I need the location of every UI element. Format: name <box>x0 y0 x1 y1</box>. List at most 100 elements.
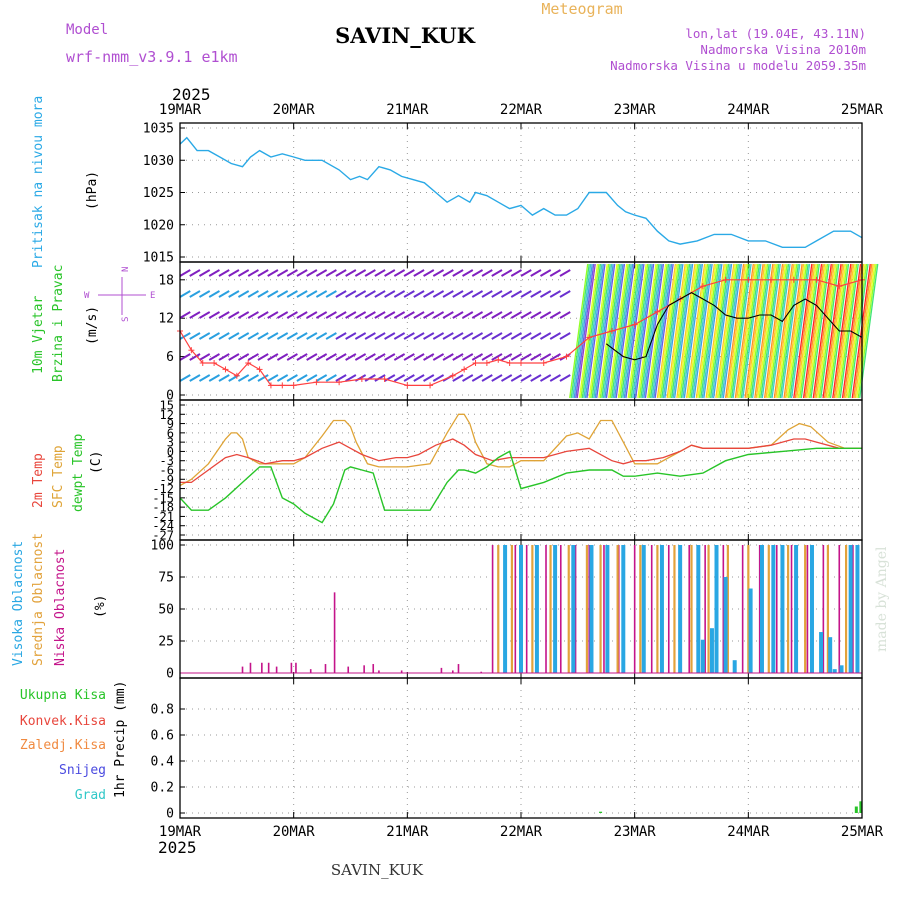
wind-barb <box>598 263 618 399</box>
wind-barb <box>276 311 289 319</box>
y-tick-label: 0.4 <box>151 755 175 770</box>
wind-barb <box>189 269 201 277</box>
y-tick-label: 50 <box>158 603 174 618</box>
low-cloud-bar <box>704 545 706 673</box>
wind-barb <box>679 263 699 399</box>
wind-barb <box>413 332 425 340</box>
wind-barb <box>403 374 415 382</box>
compass-s: S <box>121 317 131 322</box>
mid-cloud-bar <box>787 545 790 673</box>
wind-barb <box>709 263 730 399</box>
wind-barb <box>374 311 386 319</box>
wind-barb <box>481 332 493 340</box>
top-date-label: 25MAR <box>841 102 884 118</box>
product-title: Meteogram <box>541 0 622 18</box>
wind-barb <box>676 263 696 399</box>
wind-barb <box>576 263 596 399</box>
y-tick-label: 1020 <box>143 218 174 233</box>
wind-barb <box>814 263 834 399</box>
wind-barb <box>808 263 829 399</box>
y-tick-label: 12 <box>158 312 174 327</box>
wind-barb <box>609 263 629 399</box>
wind-barb <box>315 374 328 382</box>
high-cloud-bar <box>723 577 728 673</box>
wind-barb <box>724 263 745 399</box>
low-cloud-bar <box>588 545 590 673</box>
low-cloud-bar <box>667 545 670 673</box>
precip-unit: 1hr Precip (mm) <box>113 681 128 798</box>
wind-barb <box>296 353 308 361</box>
wind-barb <box>413 290 425 298</box>
wind-barb <box>218 374 230 382</box>
wind-barb <box>705 263 725 399</box>
low-cloud-bar <box>378 670 380 673</box>
top-date-label: 23MAR <box>614 102 657 118</box>
precip-legend-hail: Grad <box>75 788 106 803</box>
wind-barb <box>750 263 770 399</box>
wind-barb <box>640 263 660 399</box>
wind-barb <box>591 263 611 399</box>
y-tick-label: -18 <box>152 501 174 515</box>
wind-barb <box>393 332 406 340</box>
wind-barb <box>581 263 602 399</box>
wind-barb <box>859 263 879 399</box>
wind-barb <box>644 263 665 399</box>
wind-barb <box>345 353 357 361</box>
wind-gust-line <box>605 291 863 361</box>
wind-barb <box>633 263 653 399</box>
wind-barb <box>669 263 689 399</box>
wind-barb <box>286 269 298 277</box>
precip-legend-snow: Snijeg <box>59 763 106 778</box>
wind-barb <box>768 263 788 399</box>
wind-barb <box>754 263 774 399</box>
wind-barb <box>530 269 542 277</box>
wind-barb <box>683 263 704 399</box>
mid-cloud-bar <box>767 545 770 673</box>
wind-barb <box>721 263 741 399</box>
high-cloud-bar <box>659 545 664 673</box>
y-tick-label: 12 <box>160 408 174 422</box>
cloud-side-label-3: Niska Oblacnost <box>53 549 68 666</box>
high-cloud-bar <box>605 545 610 673</box>
mid-cloud-bar <box>639 545 642 673</box>
wind-barb <box>393 311 406 319</box>
plot-content: 10151020102510301035061218-27-24-21-18-1… <box>143 122 879 822</box>
year-label-top: 2025 <box>172 85 211 104</box>
wind-barb <box>247 353 259 361</box>
wind-barb <box>471 311 484 319</box>
mid-cloud-bar <box>690 545 693 673</box>
lonlat-label: lon,lat (19.04E, 43.11N) <box>685 26 866 41</box>
wind-barb <box>403 269 415 277</box>
wind-barb <box>354 353 367 361</box>
wind-barb <box>590 263 610 399</box>
wind-barb <box>267 332 279 340</box>
y-tick-label: -24 <box>152 519 174 533</box>
wind-barb <box>384 311 396 319</box>
low-cloud-bar <box>480 671 483 673</box>
mid-cloud-bar <box>707 545 710 673</box>
wind-barb <box>776 263 796 399</box>
bottom-date-axis: 19MAR 20MAR 21MAR 22MAR 23MAR 24MAR 25MAR <box>159 824 884 840</box>
wind-barb <box>403 311 415 319</box>
wind-barb <box>501 332 513 340</box>
wind-barb <box>593 263 613 399</box>
wind-barb <box>315 332 328 340</box>
wind-barb <box>481 269 493 277</box>
wind-barb <box>643 263 663 399</box>
low-cloud-bar <box>559 545 562 673</box>
wind-barb <box>622 263 642 399</box>
low-cloud-bar <box>295 662 297 673</box>
wind-barb <box>325 269 337 277</box>
low-cloud-bar <box>545 545 547 673</box>
bottom-date-label: 22MAR <box>500 824 543 840</box>
wind-barb <box>758 263 778 399</box>
wind-barb <box>615 263 635 399</box>
wind-barb <box>818 263 838 399</box>
high-cloud-bar <box>534 545 539 673</box>
wind-barb <box>218 269 230 277</box>
wind-barb <box>779 263 799 399</box>
wind-barb <box>501 374 513 382</box>
wind-barb <box>481 353 493 361</box>
wind-barb <box>325 311 337 319</box>
model-elevation-label: Nadmorska Visina u modelu 2059.35m <box>610 58 866 73</box>
